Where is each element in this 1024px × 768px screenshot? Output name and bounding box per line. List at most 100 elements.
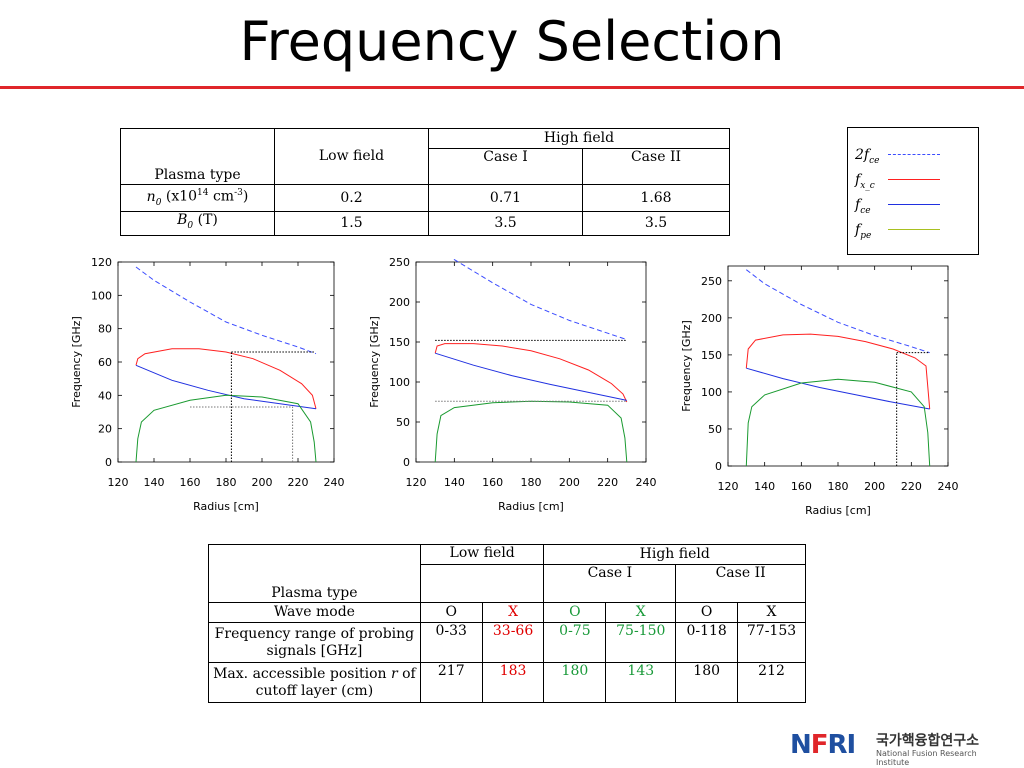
density-case2: 1.68 — [582, 183, 730, 213]
freq-low-x: 33-66 — [481, 622, 545, 663]
x-tick-label: 140 — [444, 476, 465, 489]
y-tick-label: 200 — [389, 296, 410, 309]
y-tick-label: 40 — [98, 389, 112, 402]
row-label-field: B0 (T) — [120, 211, 275, 237]
t2-header-low-field-blank — [419, 564, 545, 603]
pos-case2-o: 180 — [675, 662, 739, 703]
series-2fce — [434, 244, 627, 341]
x-tick-label: 180 — [521, 476, 542, 489]
nfri-logo: NFRI 국가핵융합연구소 National Fusion Research I… — [790, 728, 1010, 767]
y-tick-label: 0 — [105, 456, 112, 469]
field-low: 1.5 — [274, 211, 429, 237]
y-tick-label: 250 — [389, 258, 410, 269]
probing-signals-table: Plasma type Low field High field Case I … — [208, 544, 806, 703]
x-tick-label: 140 — [754, 480, 775, 493]
y-tick-label: 100 — [91, 289, 112, 302]
y-tick-label: 120 — [91, 258, 112, 269]
chart-high-field-case-2: 0 50 100 150 200 250 120 140 160 180 200 220 240 Radi… — [676, 258, 966, 524]
t2-header-high-field: High field — [543, 544, 806, 565]
freq-low-o: 0-33 — [419, 622, 483, 663]
y-tick-label: 50 — [396, 416, 410, 429]
pos-case1-o: 180 — [543, 662, 607, 703]
y-tick-label: 20 — [98, 423, 112, 436]
series-fxc — [745, 333, 931, 410]
legend-swatch-fxc — [888, 179, 940, 180]
pos-low-o: 217 — [419, 662, 483, 703]
y-axis-label: Frequency [GHz] — [680, 320, 693, 411]
plot-frame — [117, 261, 335, 463]
y-tick-label: 100 — [389, 376, 410, 389]
title-divider — [0, 86, 1024, 89]
field-case1: 3.5 — [428, 211, 583, 237]
pos-case1-x: 143 — [605, 662, 677, 703]
x-tick-label: 180 — [216, 476, 237, 489]
header-high-field: High field — [428, 128, 730, 149]
header-low-field: Low field — [274, 128, 429, 185]
t2-header-low-field: Low field — [419, 544, 545, 565]
series-fce — [435, 352, 627, 401]
header-case-2: Case II — [582, 148, 730, 185]
y-tick-label: 60 — [98, 356, 112, 369]
plot-frame — [415, 261, 647, 463]
x-tick-label: 120 — [108, 476, 129, 489]
x-tick-label: 200 — [864, 480, 885, 493]
x-tick-label: 200 — [252, 476, 273, 489]
wave-mode-case1-o: O — [543, 602, 607, 623]
series-fpe — [745, 378, 931, 467]
x-tick-label: 240 — [938, 480, 959, 493]
x-tick-label: 220 — [288, 476, 309, 489]
y-tick-label: 150 — [389, 336, 410, 349]
pos-low-x: 183 — [481, 662, 545, 703]
chart-legend: 2fce fx_c fce fpe — [847, 127, 979, 255]
freq-case2-x: 77-153 — [737, 622, 806, 663]
t2-header-plasma-type: Plasma type — [208, 544, 421, 603]
y-tick-label: 50 — [708, 423, 722, 436]
density-case1: 0.71 — [428, 183, 583, 213]
header-plasma-type: Plasma type — [120, 128, 275, 185]
wave-mode-case1-x: X — [605, 602, 677, 623]
nfri-logo-english: National Fusion Research Institute — [876, 749, 977, 767]
chart-high-field-case-1: 0 50 100 150 200 250 120 140 160 180 200 220 240 Radi… — [364, 244, 664, 520]
row-label-density: n0 (x1014 cm-3) — [120, 183, 275, 213]
pos-case2-x: 212 — [737, 662, 806, 703]
chart-low-field: 0 20 40 60 80 100 120 120 140 160 180 200 220 240 Radi… — [66, 256, 356, 520]
x-tick-label: 220 — [901, 480, 922, 493]
y-tick-label: 0 — [403, 456, 410, 469]
series-2fce — [745, 269, 930, 354]
legend-swatch-fce — [888, 204, 940, 205]
legend-item-fxc: fx_c — [848, 167, 978, 193]
y-tick-label: 100 — [701, 386, 722, 399]
x-tick-label: 140 — [144, 476, 165, 489]
slide-title: Frequency Selection — [239, 10, 785, 73]
t2-row-label-frequency: Frequency range of probing signals [GHz] — [208, 622, 421, 663]
t2-row-label-position: Max. accessible position r of cutoff laye… — [208, 662, 421, 703]
field-case2: 3.5 — [582, 211, 730, 237]
legend-item-2fce: 2fce — [848, 142, 978, 168]
t2-row-label-wave-mode: Wave mode — [208, 602, 421, 623]
x-tick-label: 160 — [482, 476, 503, 489]
chart-svg: 0 20 40 60 80 100 120 120 140 160 180 200 220 240 Radi… — [70, 256, 345, 513]
wave-mode-case2-x: X — [737, 602, 806, 623]
series-fce — [135, 364, 317, 410]
series-fxc — [135, 348, 317, 409]
freq-case1-o: 0-75 — [543, 622, 607, 663]
chart-svg: 0 50 100 150 200 250 120 140 160 180 200 220 240 Radi… — [368, 244, 657, 513]
y-tick-label: 80 — [98, 323, 112, 336]
x-tick-label: 240 — [636, 476, 657, 489]
x-axis-label: Radius [cm] — [193, 500, 259, 513]
chart-svg: 0 50 100 150 200 250 120 140 160 180 200 220 240 Radi… — [680, 265, 959, 517]
x-axis-label: Radius [cm] — [805, 504, 871, 517]
y-tick-label: 0 — [715, 460, 722, 473]
density-low: 0.2 — [274, 183, 429, 213]
legend-item-fpe: fpe — [848, 217, 978, 243]
series-fce — [746, 367, 930, 410]
y-axis-label: Frequency [GHz] — [368, 316, 381, 407]
freq-case1-x: 75-150 — [605, 622, 677, 663]
x-tick-label: 160 — [180, 476, 201, 489]
series-fxc — [434, 343, 628, 403]
x-tick-label: 120 — [406, 476, 427, 489]
freq-case2-o: 0-118 — [675, 622, 739, 663]
x-tick-label: 120 — [718, 480, 739, 493]
header-case-1: Case I — [428, 148, 583, 185]
t2-header-case-1: Case I — [543, 564, 677, 603]
